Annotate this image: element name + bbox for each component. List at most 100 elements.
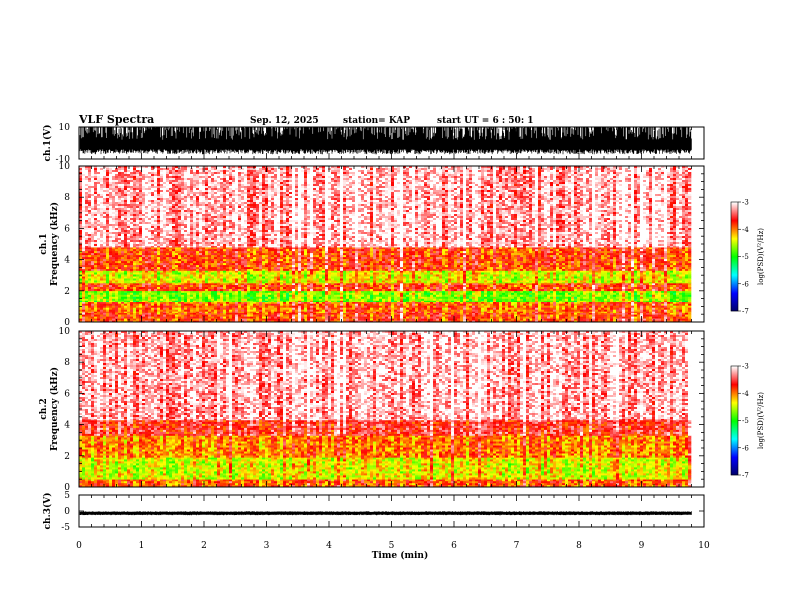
ch1-spectrogram-cell (271, 304, 274, 306)
ch1-spectrogram-cell (331, 302, 334, 304)
ch1-spectrogram-cell (154, 306, 157, 308)
ch1-spectrogram-cell (673, 295, 676, 297)
ch1-spectrogram-cell (442, 275, 445, 277)
ch1-spectrogram-cell (400, 306, 403, 308)
ch1-spectrogram-cell (133, 308, 136, 310)
ch1-spectrogram-cell (631, 301, 634, 302)
ch1-spectrogram-cell (637, 295, 640, 297)
ch1-spectrogram-cell (139, 293, 142, 295)
ch1-spectrogram-cell (172, 302, 175, 304)
ch1-spectrogram-cell (319, 295, 322, 297)
ch1-spectrogram-cell (676, 287, 679, 289)
ch1-spectrogram-cell (283, 301, 286, 302)
ch1-spectrogram-cell (667, 293, 670, 295)
ch1-spectrogram-cell (379, 301, 382, 302)
ch1-spectrogram-cell (544, 273, 547, 275)
ch1-spectrogram-cell (349, 317, 352, 319)
ch1-spectrogram-cell (316, 291, 319, 293)
ch1-spectrogram-cell (172, 317, 175, 319)
ch1-spectrogram-cell (556, 285, 559, 287)
ch1-spectrogram-cell (568, 308, 571, 310)
ch1-spectrogram-cell (121, 283, 124, 285)
ch1-spectrogram-cell (619, 315, 622, 317)
ch1-spectrogram-cell (646, 299, 649, 301)
ch1-spectrogram-cell (91, 306, 94, 308)
ch1-spectrogram-cell (280, 287, 283, 289)
ch1-spectrogram-cell (511, 299, 514, 301)
ch1-spectrogram-cell (319, 317, 322, 319)
ch1-spectrogram-cell (127, 291, 130, 293)
ch1-spectrogram-cell (112, 287, 115, 289)
ch1-spectrogram-cell (304, 308, 307, 310)
ch1-spectrogram-cell (394, 295, 397, 297)
ch1-spectrogram-cell (541, 299, 544, 301)
ch1-spectrogram-cell (85, 289, 88, 291)
ch1-spectrogram-cell (418, 287, 421, 289)
ch1-spectrogram-cell (655, 306, 658, 308)
ch1-spectrogram-cell (367, 317, 370, 319)
ch1-spectrogram-cell (136, 285, 139, 287)
ch1-spectrogram-cell (379, 297, 382, 299)
ch1-spectrogram-cell (556, 302, 559, 304)
ch1-spectrogram-cell (511, 289, 514, 291)
ch1-spectrogram-cell (268, 275, 271, 277)
ch1-spectrogram-cell (139, 271, 142, 273)
ch1-spectrogram-cell (235, 312, 238, 313)
ch1-spectrogram-cell (220, 287, 223, 289)
ch1-spectrogram-cell (421, 291, 424, 293)
ch1-spectrogram-cell (577, 289, 580, 291)
ch1-spectrogram-cell (661, 313, 664, 315)
ch1-spectrogram-cell (172, 306, 175, 308)
ch1-spectrogram-cell (208, 313, 211, 315)
ch1-spectrogram-cell (265, 291, 268, 293)
ch1-spectrogram-cell (187, 283, 190, 285)
ch1-spectrogram-cell (418, 301, 421, 302)
ch1-spectrogram-cell (628, 293, 631, 295)
ch1-spectrogram-cell (496, 301, 499, 302)
ch1-spectrogram-cell (499, 304, 502, 306)
ch1-spectrogram-cell (175, 312, 178, 313)
ch1-spectrogram-cell (328, 301, 331, 302)
ch1-spectrogram-cell (373, 297, 376, 299)
ch1-spectrogram-cell (613, 273, 616, 275)
ch1-spectrogram-cell (403, 319, 406, 321)
ch1-spectrogram-cell (226, 271, 229, 273)
ch1-spectrogram-cell (688, 308, 691, 310)
ch1-spectrogram-cell (580, 289, 583, 291)
ch1-spectrogram-cell (199, 306, 202, 308)
ch1-spectrogram-cell (160, 308, 163, 310)
start-time-label: start UT = 6 : 50: 1 (437, 116, 534, 126)
ch1-spectrogram-cell (436, 297, 439, 299)
ch1-spectrogram-cell (688, 317, 691, 319)
ch1-spectrogram-cell (517, 275, 520, 277)
ch1-spectrogram-cell (667, 313, 670, 315)
ch1-spectrogram-cell (310, 302, 313, 304)
ch1-spectrogram-cell (187, 275, 190, 277)
ch1-spectrogram-cell (226, 317, 229, 319)
ch1-spectrogram-cell (463, 275, 466, 277)
ch1-spectrogram-cell (400, 285, 403, 287)
ch1-spectrogram-cell (622, 306, 625, 308)
ch1-spectrogram-cell (406, 302, 409, 304)
ch1-spectrogram-cell (391, 313, 394, 315)
ch1-spectrogram-cell (298, 283, 301, 285)
ch1-spectrogram-cell (613, 293, 616, 295)
ch1-spectrogram-cell (112, 310, 115, 312)
ch1-spectrogram-cell (493, 308, 496, 310)
ch1-spectrogram-cell (571, 315, 574, 317)
ch1-spectrogram-cell (538, 312, 541, 313)
ch1-spectrogram-cell (559, 306, 562, 308)
ch1-spectrogram-cell (91, 302, 94, 304)
ch1-spectrogram-cell (646, 317, 649, 319)
ch1-spectrogram-cell (319, 271, 322, 273)
ch1-spectrogram-cell (163, 271, 166, 273)
ch1-spectrogram-cell (328, 297, 331, 299)
ch1-spectrogram-cell (325, 319, 328, 321)
ch1-spectrogram-cell (244, 295, 247, 297)
ch1-spectrogram-cell (496, 310, 499, 312)
ch1-spectrogram-cell (394, 293, 397, 295)
ch1-spectrogram-cell (550, 301, 553, 302)
ch1-spectrogram-cell (553, 285, 556, 287)
ch1-spectrogram-cell (439, 313, 442, 315)
ch1-spectrogram-cell (679, 287, 682, 289)
